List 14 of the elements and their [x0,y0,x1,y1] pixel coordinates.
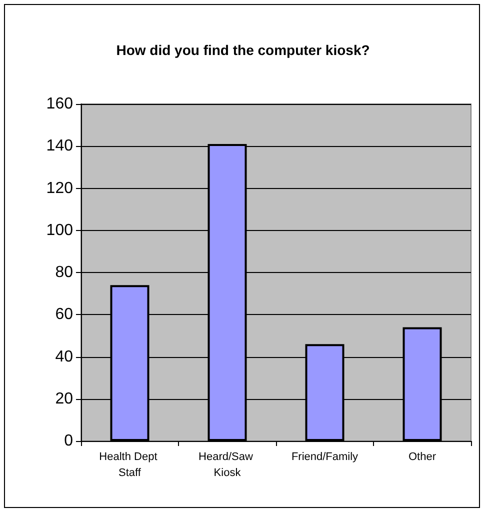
y-tick-label: 120 [46,180,74,197]
y-tick-label: 100 [46,222,74,239]
x-tick-label: Heard/Saw Kiosk [198,451,256,479]
x-tick-label: Other [408,451,436,463]
y-tick-label: 160 [46,96,74,112]
y-tick-label: 20 [55,390,74,408]
y-tick-label: 40 [55,348,74,366]
chart-title: How did you find the computer kiosk? [116,42,370,58]
x-tick-label: Health Dept Staff [99,451,160,479]
y-tick-label: 140 [46,138,74,155]
y-tick-label: 80 [55,264,74,281]
x-tick-label: Friend/Family [291,451,359,463]
y-tick-label: 0 [64,432,74,450]
y-tick-label: 60 [55,306,74,324]
